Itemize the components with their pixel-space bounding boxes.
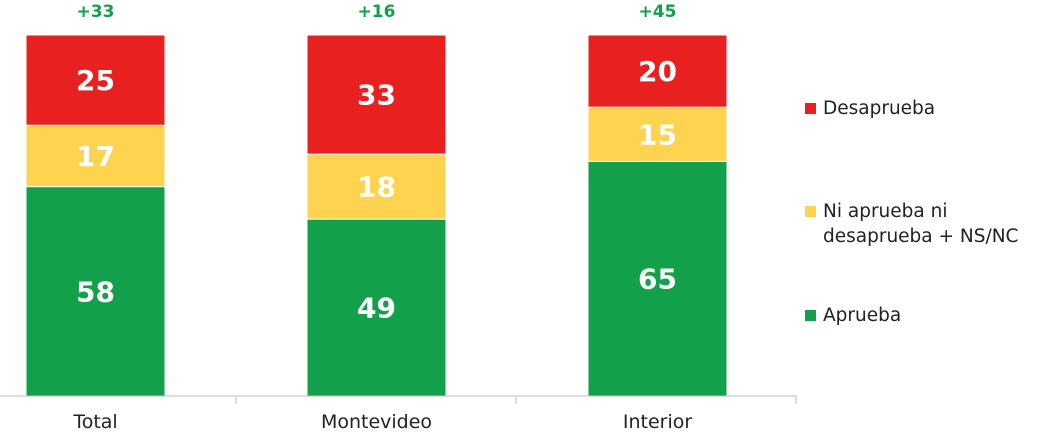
data-label-interior-aprueba: 65 <box>638 263 677 296</box>
legend-item-aprueba: Aprueba <box>805 303 1038 328</box>
difference-label-interior: +45 <box>639 2 677 22</box>
bar-total-ni <box>25 124 166 188</box>
data-label-interior-desaprueba: 20 <box>638 55 677 88</box>
data-label-interior-ni: 15 <box>638 118 677 151</box>
legend-label-ni-aprueba: Ni aprueba ni desaprueba + NS/NC <box>823 201 1019 247</box>
bar-total-aprueba <box>25 186 166 397</box>
x-axis: Total Montevideo Interior <box>0 395 797 433</box>
data-label-total-aprueba: 58 <box>76 275 115 308</box>
stacked-bar-chart: 58 17 25 +33 49 18 33 +16 65 15 20 +45 Total Montevi… <box>0 2 797 433</box>
legend-swatch-desaprueba <box>805 103 816 114</box>
difference-label-montevideo: +16 <box>358 2 396 22</box>
bar-interior-aprueba <box>587 160 728 397</box>
legend-swatch-ni-aprueba <box>805 206 816 217</box>
legend-item-ni-aprueba: Ni aprueba ni desaprueba + NS/NC <box>805 199 1038 249</box>
bar-total-desaprueba <box>25 34 166 126</box>
data-label-total-ni: 17 <box>76 140 115 173</box>
data-label-montevideo-desaprueba: 33 <box>357 79 396 112</box>
data-label-total-desaprueba: 25 <box>76 64 115 97</box>
difference-label-total: +33 <box>77 2 115 22</box>
bar-montevideo-ni <box>306 153 447 220</box>
x-tick-label-interior: Interior <box>623 411 692 433</box>
legend: Desaprueba Ni aprueba ni desaprueba + NS… <box>805 0 1041 440</box>
bars-group: 58 17 25 +33 49 18 33 +16 65 15 20 +45 <box>25 2 728 397</box>
bar-montevideo-desaprueba <box>306 34 447 155</box>
x-tick-label-total: Total <box>72 411 117 433</box>
data-label-montevideo-aprueba: 49 <box>357 292 396 325</box>
data-label-montevideo-ni: 18 <box>357 171 396 204</box>
bar-interior-desaprueba <box>587 34 728 108</box>
legend-label-aprueba: Aprueba <box>823 305 902 326</box>
legend-swatch-aprueba <box>805 310 816 321</box>
x-tick-label-montevideo: Montevideo <box>321 411 432 433</box>
bar-montevideo-aprueba <box>306 218 447 397</box>
legend-label-desaprueba: Desaprueba <box>823 98 936 119</box>
legend-item-desaprueba: Desaprueba <box>805 96 1038 121</box>
bar-interior-ni <box>587 106 728 162</box>
